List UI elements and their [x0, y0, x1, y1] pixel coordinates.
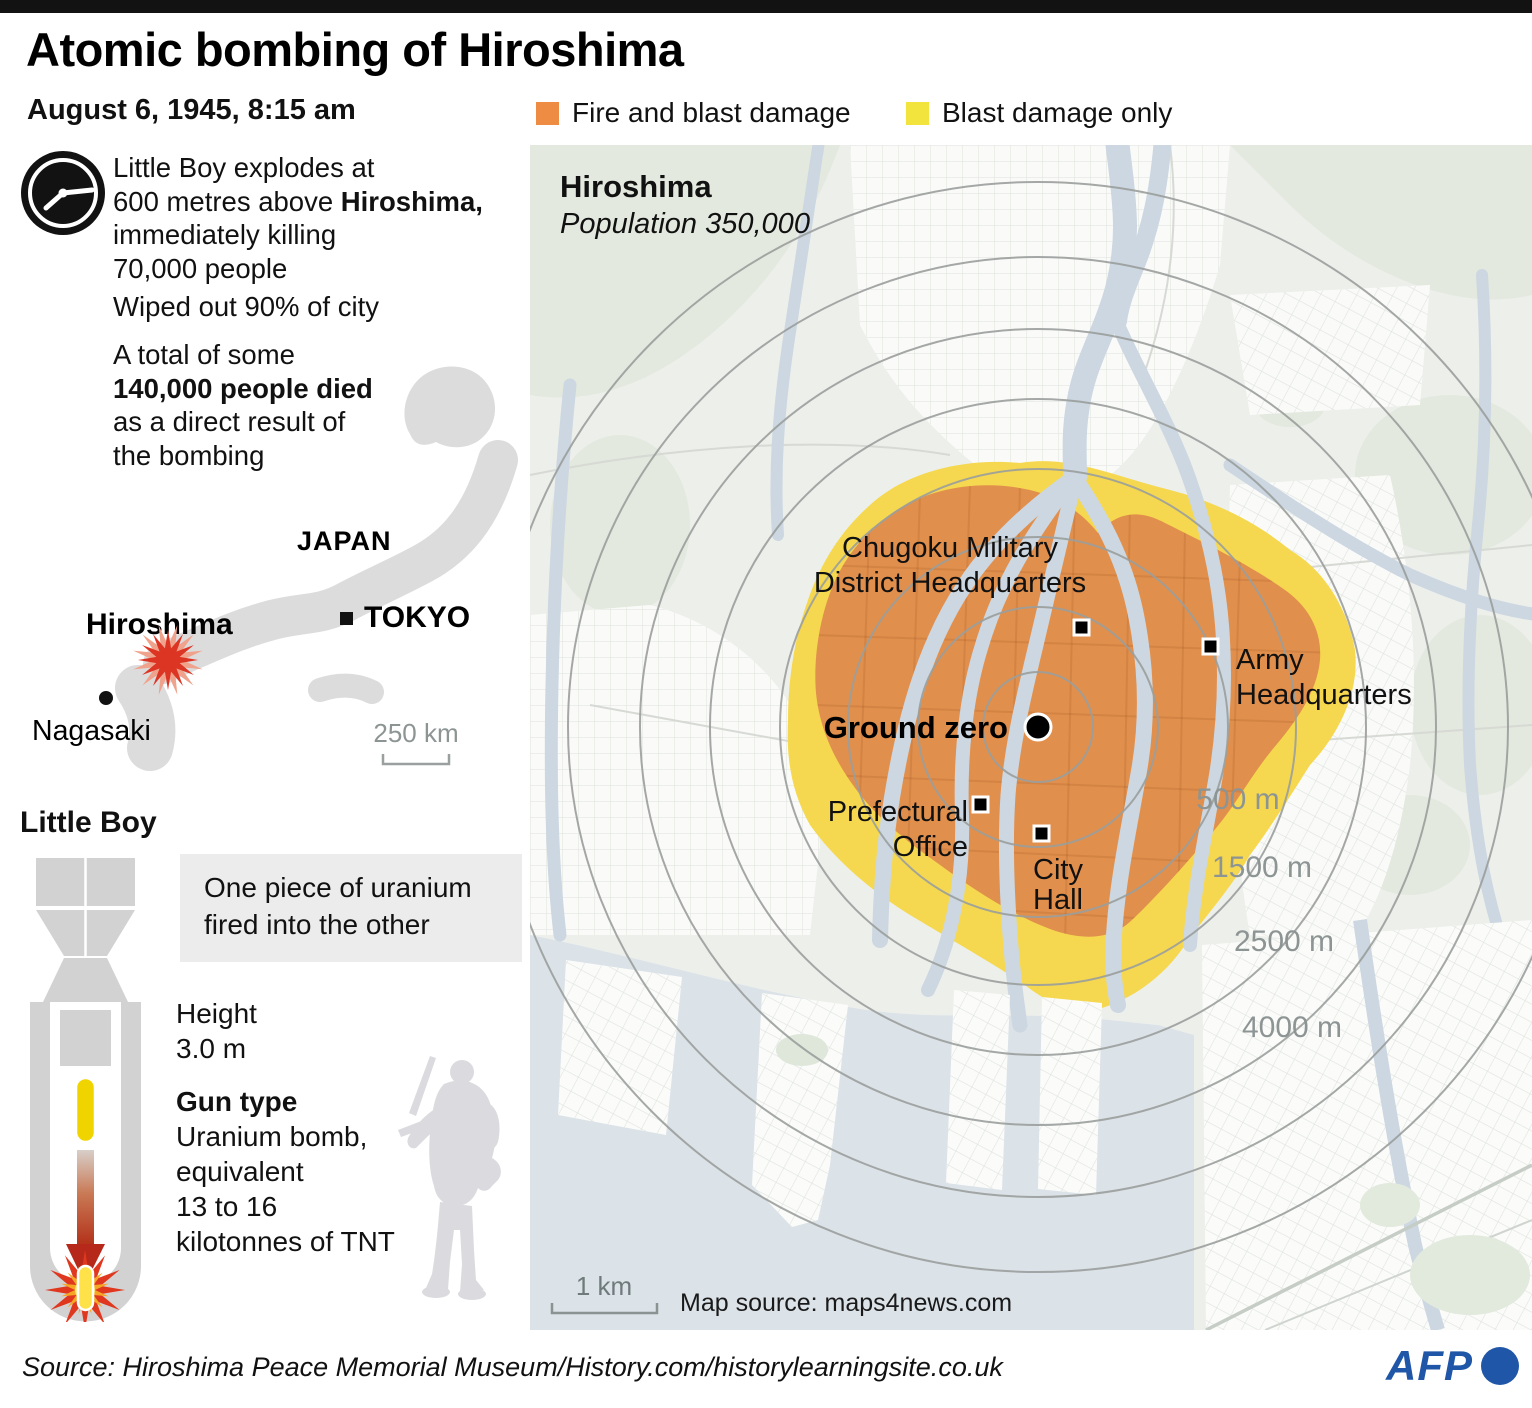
fact-wiped: Wiped out 90% of city — [113, 291, 379, 322]
legend-blast: Blast damage only — [906, 97, 1172, 129]
fact-line: 600 metres above Hiroshima, — [113, 185, 483, 217]
legend-fire-label: Fire and blast damage — [572, 97, 851, 128]
fact-total: A total of some 140,000 people died as a… — [113, 338, 373, 472]
ring-label-500: 500 m — [1196, 783, 1279, 816]
soldier-silhouette — [398, 1056, 501, 1300]
hiroshima-damage-map: 500 m 1500 m 2500 m 4000 m Hiroshima Pop… — [530, 145, 1532, 1330]
ground-zero-label: Ground zero — [824, 710, 1008, 745]
rivers — [544, 145, 1532, 1033]
bomb-target-block — [60, 1010, 111, 1066]
ring-label-2500: 2500 m — [1234, 925, 1334, 958]
hokkaido-island — [404, 366, 496, 448]
note-line: One piece of uranium — [204, 872, 472, 903]
fact-line: 70,000 people — [113, 252, 288, 284]
city-hall-marker — [1032, 824, 1051, 843]
fact-line: as a direct result of — [113, 406, 346, 437]
distance-rings — [530, 181, 1532, 1273]
prefectural-office-label: Prefectural — [828, 796, 968, 828]
uranium-target-icon — [76, 1264, 95, 1312]
city-hall-label: City — [1033, 854, 1083, 886]
chugoku-label2: District Headquarters — [814, 567, 1086, 599]
page-title: Atomic bombing of Hiroshima — [26, 23, 684, 76]
japan-landmass — [115, 440, 518, 771]
tokyo-marker — [340, 612, 353, 625]
gun-line: equivalent — [176, 1156, 304, 1187]
uranium-note-box: One piece of uranium fired into the othe… — [180, 854, 522, 962]
source-line: Source: Hiroshima Peace Memorial Museum/… — [22, 1352, 1003, 1382]
inset-scale-bar — [381, 754, 451, 766]
bomb-diagram — [30, 858, 141, 1322]
prefectural-office-marker — [971, 795, 990, 814]
gun-line: 13 to 16 — [176, 1191, 278, 1222]
inset-scale-label: 250 km — [373, 718, 458, 748]
blast-damage-swatch-icon — [906, 101, 929, 125]
date-line: August 6, 1945, 8:15 am — [27, 94, 356, 126]
army-hq-label2: Headquarters — [1236, 679, 1412, 711]
top-bar — [0, 0, 1532, 13]
legend-fire: Fire and blast damage — [536, 97, 851, 129]
map-scale-label: 1 km — [576, 1271, 632, 1301]
bomb-panel-lines — [36, 858, 135, 956]
height-spec: Height 3.0 m — [176, 996, 257, 1066]
fire-damage-zone — [815, 485, 1321, 937]
map-city-title: Hiroshima — [560, 169, 712, 204]
clock-icon — [21, 151, 105, 235]
army-hq-marker — [1201, 637, 1220, 656]
nagasaki-marker — [99, 691, 113, 705]
fire-damage-swatch-icon — [536, 101, 559, 125]
map-source: Map source: maps4news.com — [680, 1289, 1012, 1317]
afp-logo-circle-icon — [1481, 1347, 1519, 1385]
fact-explosion: Little Boy explodes at 600 metres above … — [113, 151, 483, 285]
tokyo-label: TOKYO — [364, 601, 470, 634]
ring-label-1500: 1500 m — [1212, 851, 1312, 884]
fact-line: Little Boy explodes at — [113, 152, 375, 183]
city-hall-label2: Hall — [1033, 884, 1083, 916]
note-line: fired into the other — [204, 908, 430, 940]
gun-type-label: Gun type — [176, 1086, 298, 1117]
ring-label-4000: 4000 m — [1242, 1011, 1342, 1044]
height-label: Height — [176, 998, 257, 1029]
japan-label: JAPAN — [297, 526, 392, 556]
fact-line: the bombing — [113, 439, 265, 471]
height-value: 3.0 m — [176, 1033, 247, 1064]
gun-line: kilotonnes of TNT — [176, 1226, 395, 1257]
army-hq-label: Army — [1236, 644, 1304, 676]
vegetation-areas — [530, 145, 1532, 1050]
fact-line: A total of some — [113, 339, 295, 370]
gun-line: Uranium bomb, — [176, 1121, 368, 1152]
afp-logo: AFP — [1386, 1342, 1521, 1390]
nagasaki-label: Nagasaki — [32, 715, 151, 747]
firing-column — [77, 1150, 94, 1246]
harbor-piers — [558, 919, 1532, 1330]
little-boy-heading: Little Boy — [20, 806, 157, 839]
harbor-water — [530, 935, 1194, 1330]
fact-line: 140,000 people died — [113, 372, 373, 404]
prefectural-office-label2: Office — [893, 831, 968, 863]
legend-blast-label: Blast damage only — [942, 97, 1173, 128]
chugoku-label: Chugoku Military — [842, 532, 1058, 564]
ground-zero-dot — [1023, 712, 1053, 742]
chugoku-marker — [1072, 618, 1091, 637]
hiroshima-inset-label: Hiroshima — [86, 608, 233, 641]
map-scale-bar — [550, 1303, 659, 1315]
uranium-piece-icon — [74, 1076, 97, 1144]
map-population: Population 350,000 — [560, 208, 810, 240]
afp-logo-text: AFP — [1386, 1342, 1473, 1389]
japan-locator-map: JAPAN TOKYO Hiroshima Nagasaki 250 km — [32, 366, 518, 771]
gun-type-spec: Gun type Uranium bomb, equivalent 13 to … — [176, 1084, 395, 1259]
fact-line: immediately killing — [113, 219, 337, 250]
